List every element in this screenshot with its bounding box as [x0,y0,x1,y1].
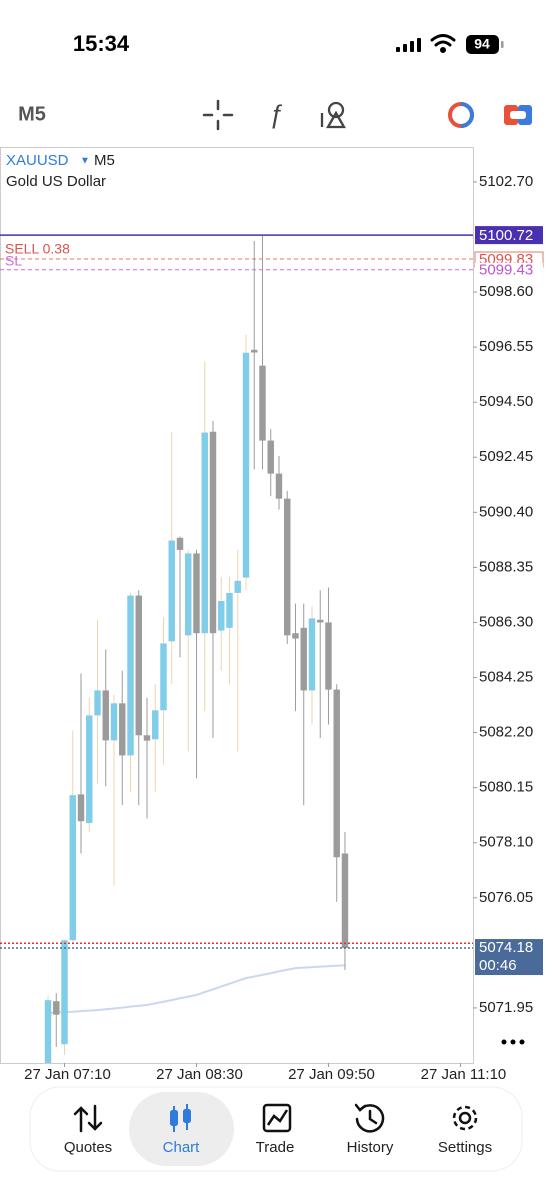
settings-icon[interactable] [452,1105,478,1131]
stop-loss-label: SL [5,252,22,268]
tab-bar [29,1086,523,1172]
candle-body [61,940,68,1045]
moving-average [47,964,346,1015]
tab-label[interactable]: Chart [163,1139,201,1156]
chart-icon[interactable] [170,1104,191,1132]
battery [466,35,499,54]
candle-body [341,853,349,949]
candle-body [86,715,93,824]
candle-body [308,618,316,691]
y-tick-label: 5078.10 [479,834,533,851]
candle-body [135,595,142,736]
candle-body [69,795,76,941]
candle-body [242,352,250,578]
candle-body [193,553,200,634]
objects-button[interactable] [320,101,346,129]
candle-body [152,710,159,740]
y-tick-label: 5092.45 [479,448,533,465]
tab-label[interactable]: Settings [438,1139,492,1156]
symbol[interactable]: XAUUSD [6,152,69,169]
candle-body [176,537,184,550]
battery-level: 94 [474,36,490,52]
candle-body [333,689,340,858]
candle-body [94,690,101,716]
candle-body [259,365,266,441]
symbol-dropdown[interactable]: ▼ [80,156,90,167]
signal-icon [396,38,421,52]
trade-icon[interactable] [262,1103,292,1133]
candle-body [102,690,109,741]
candle-body [185,553,192,636]
battery-tip [501,41,504,48]
alert-price-box [475,226,543,245]
candle-body [251,349,258,353]
candle-body [292,633,299,639]
candle-body [275,473,283,499]
y-tick-label: 5071.95 [479,999,533,1016]
tab-label[interactable]: Quotes [64,1139,112,1156]
chart-frame [0,147,474,1064]
candle-body [201,432,208,634]
y-tick-label: 5090.40 [479,503,533,520]
trade-panel-button[interactable] [448,102,474,128]
wifi-icon [430,34,456,53]
y-tick-label: 5094.50 [479,393,533,410]
bar-countdown: 00:46 [479,957,517,974]
y-tick-label: 5082.20 [479,724,533,741]
y-tick-label: 5084.25 [479,668,533,685]
candle-body [234,580,241,593]
last-price-box [475,939,543,976]
candle-body [53,1001,60,1015]
quotes-icon[interactable] [73,1104,103,1133]
crosshair-button[interactable] [202,99,234,131]
plot-area [44,235,349,1063]
candle-body [143,735,151,741]
stop-loss-price-label: 5099.43 [479,262,533,279]
indicators-button[interactable]: ƒ [269,99,283,129]
x-tick-label: 27 Jan 08:30 [156,1066,243,1083]
candle-body [218,600,225,631]
candle-body [317,619,324,623]
y-tick-label: 5080.15 [479,779,533,796]
history-icon[interactable] [354,1103,385,1133]
y-tick-label: 5076.05 [479,889,533,906]
x-tick-label: 27 Jan 07:10 [24,1066,111,1083]
candle-body [119,703,126,756]
candle-body [160,643,167,711]
tab-label[interactable]: Trade [256,1139,295,1156]
tab-label[interactable]: History [347,1139,394,1156]
candle-body [110,703,118,741]
one-click-button[interactable] [504,105,532,125]
candle-body [77,794,85,822]
chart-timeframe: M5 [94,152,115,169]
candle-body [44,1000,52,1063]
position-label: SELL 0.38 [5,241,70,257]
y-tick-label: 5088.35 [479,558,533,575]
candle-body [127,595,134,756]
candle-body [267,440,274,474]
last-price-label: 5074.18 [479,939,533,956]
alert-price-label: 5100.72 [479,227,533,244]
y-tick-label: 5102.70 [479,173,533,190]
candle-body [209,431,217,634]
timeframe-button[interactable]: M5 [18,103,46,125]
symbol-description: Gold US Dollar [6,173,106,190]
candle-body [284,498,291,636]
candle-body [168,540,175,642]
candle-body [226,592,233,628]
y-tick-label: 5096.55 [479,338,533,355]
y-tick-label: 5098.60 [479,283,533,300]
more-button[interactable] [501,1039,525,1045]
active-tab-highlight [129,1092,234,1166]
x-tick-label: 27 Jan 09:50 [288,1066,375,1083]
stop-loss-price-box [475,262,543,278]
status-time: 15:34 [73,31,130,56]
y-tick-label: 5086.30 [479,613,533,630]
x-tick-label: 27 Jan 11:10 [421,1066,507,1083]
candle-body [325,622,332,690]
candle-body [300,627,307,691]
